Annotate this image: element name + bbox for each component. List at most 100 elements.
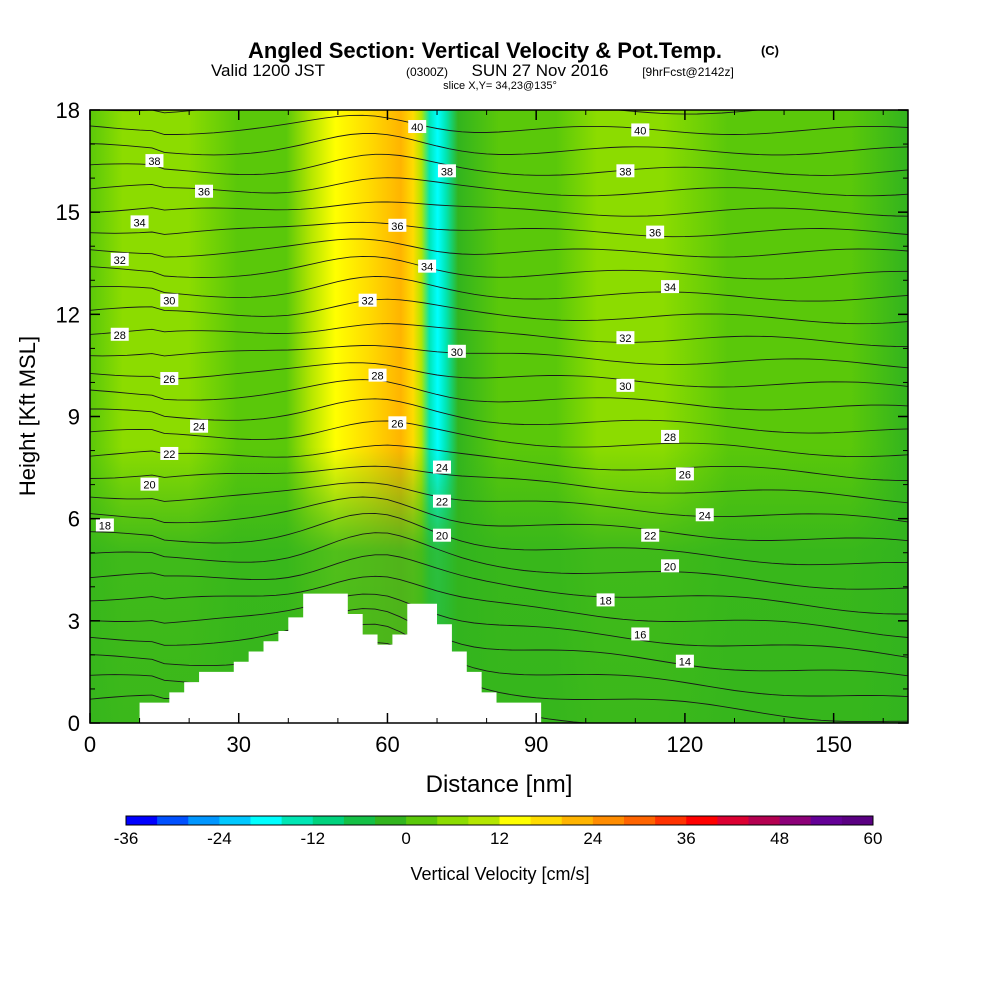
colorbar-swatch bbox=[624, 816, 656, 825]
isentrope-label-box bbox=[418, 259, 437, 273]
isentrope-label-box bbox=[695, 508, 714, 522]
colorbar-swatch bbox=[810, 816, 843, 825]
isentrope-line bbox=[90, 379, 908, 411]
isentrope-label: 24 bbox=[193, 422, 205, 434]
isentrope-label: 40 bbox=[634, 125, 646, 137]
plot-area: 40 40 38 38 38 36 36 36 34 34 34 32 32 32 30 30 30 28 28 28… bbox=[90, 110, 908, 723]
colorbar-tick-label: -24 bbox=[207, 829, 232, 848]
isentrope-label-box bbox=[661, 559, 680, 573]
isentrope-line bbox=[90, 177, 908, 197]
colorbar-tick-label: 48 bbox=[770, 829, 789, 848]
isentrope-line bbox=[90, 496, 908, 542]
isentrope-label-box bbox=[130, 215, 149, 229]
isentrope-label: 32 bbox=[114, 255, 126, 267]
isentrope-label: 30 bbox=[163, 296, 175, 308]
isentrope-label: 40 bbox=[411, 122, 423, 134]
isentrope-label: 36 bbox=[649, 228, 661, 240]
isentrope-label: 30 bbox=[451, 347, 463, 359]
colorbar-tick-label: 0 bbox=[401, 829, 410, 848]
colorbar-swatch bbox=[686, 816, 718, 825]
isentrope-label-box bbox=[447, 344, 466, 358]
isentrope-line bbox=[90, 420, 908, 458]
isentrope-line bbox=[90, 323, 908, 348]
x-axis-label: Distance [nm] bbox=[426, 771, 573, 798]
isentrope-line bbox=[90, 255, 908, 280]
isentrope-label-box bbox=[596, 593, 615, 607]
isentrope-line bbox=[90, 345, 908, 369]
isentrope-label-box bbox=[432, 494, 451, 508]
chart-header: Angled Section: Vertical Velocity & Pot.… bbox=[211, 38, 779, 92]
y-tick-label: 3 bbox=[68, 609, 80, 634]
isentrope-label: 34 bbox=[133, 217, 145, 229]
valid-date: SUN 27 Nov 2016 bbox=[471, 61, 608, 80]
slice-info: slice X,Y= 34,23@135° bbox=[443, 80, 557, 92]
colorbar-swatch bbox=[779, 816, 812, 825]
isentrope-label: 20 bbox=[664, 561, 676, 573]
isentrope-label-box bbox=[388, 218, 407, 232]
isentrope-label-box bbox=[160, 446, 179, 460]
isentrope-label: 32 bbox=[619, 333, 631, 345]
isentrope-label-box bbox=[675, 467, 694, 481]
colorbar-swatch bbox=[717, 816, 749, 825]
y-tick-label: 18 bbox=[56, 98, 80, 123]
isentrope-label: 30 bbox=[619, 381, 631, 393]
y-axis-label: Height [Kft MSL] bbox=[15, 336, 40, 496]
colorbar-swatch bbox=[375, 816, 407, 825]
isentrope-line bbox=[90, 114, 908, 135]
isentrope-label-box bbox=[160, 372, 179, 386]
isentrope-line bbox=[90, 275, 908, 302]
isentrope-label-box bbox=[675, 654, 694, 668]
colorbar-frame bbox=[125, 815, 874, 826]
colorbar-swatch bbox=[250, 816, 283, 825]
isentrope-label: 28 bbox=[664, 432, 676, 444]
isentrope-label: 38 bbox=[441, 166, 453, 178]
isentrope-label: 26 bbox=[391, 418, 403, 430]
isentrope-label: 24 bbox=[699, 510, 711, 522]
colorbar-tick-label: -12 bbox=[300, 829, 325, 848]
isentrope-label: 20 bbox=[436, 531, 448, 543]
isentrope-line bbox=[90, 608, 908, 677]
colorbar-swatch bbox=[530, 816, 563, 825]
colorbar-swatch bbox=[748, 816, 781, 825]
colorbar-swatch bbox=[841, 816, 874, 825]
isentrope-label: 38 bbox=[148, 156, 160, 168]
isentrope-line bbox=[90, 575, 908, 638]
x-tick-label: 30 bbox=[226, 732, 250, 757]
isentrope-label: 38 bbox=[619, 166, 631, 178]
colorbar-swatch bbox=[468, 816, 500, 825]
y-tick-label: 12 bbox=[56, 302, 80, 327]
colorbar-swatch bbox=[592, 816, 625, 825]
isentrope-lines bbox=[90, 110, 908, 723]
colorbar-swatch bbox=[437, 816, 469, 825]
colorbar-tick-labels: -36 -24 -12 0 12 24 36 48 60 bbox=[114, 829, 883, 848]
isentrope-label-box bbox=[432, 528, 451, 542]
isentrope-label: 20 bbox=[143, 480, 155, 492]
y-tick-label: 9 bbox=[68, 405, 80, 430]
isentrope-label: 22 bbox=[436, 497, 448, 509]
isentrope-label-box bbox=[631, 123, 650, 137]
isentrope-label: 36 bbox=[391, 221, 403, 233]
isentrope-label: 28 bbox=[371, 371, 383, 383]
isentrope-label: 32 bbox=[361, 296, 373, 308]
isentrope-label-box bbox=[388, 416, 407, 430]
isentrope-line bbox=[90, 238, 908, 258]
forecast-tag: [9hrFcst@2142z] bbox=[642, 65, 734, 79]
x-tick-label: 60 bbox=[375, 732, 399, 757]
isentrope-label-box bbox=[110, 252, 129, 266]
isentrope-labels: 40 40 38 38 38 36 36 36 34 34 34 32 32 32 30 30 30 28 28 28… bbox=[95, 120, 714, 669]
valid-utc: (0300Z) bbox=[406, 65, 448, 79]
isentrope-label-box bbox=[368, 368, 387, 382]
colorbar-label: Vertical Velocity [cm/s] bbox=[410, 864, 589, 884]
y-tick-label: 15 bbox=[56, 200, 80, 225]
x-tick-label: 90 bbox=[524, 732, 548, 757]
isentrope-line bbox=[90, 444, 908, 481]
isentrope-line bbox=[90, 593, 908, 658]
isentrope-line bbox=[90, 201, 908, 217]
isentrope-line bbox=[90, 623, 908, 698]
isentrope-label: 16 bbox=[634, 629, 646, 641]
isentrope-label: 18 bbox=[99, 520, 111, 532]
y-tick-label: 6 bbox=[68, 507, 80, 532]
isentrope-line bbox=[90, 362, 908, 388]
isentrope-label-box bbox=[646, 225, 665, 239]
